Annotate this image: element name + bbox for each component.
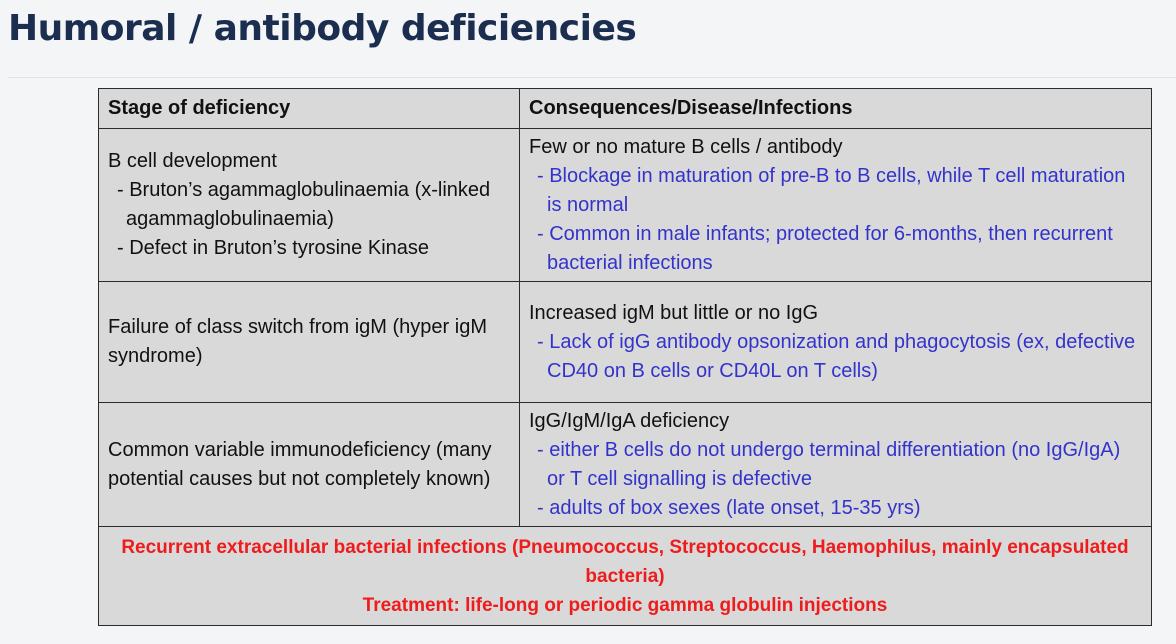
- stage-title: Failure of class switch from igM (hyper …: [108, 316, 487, 367]
- consequence-title: Few or no mature B cells / antibody: [529, 135, 843, 158]
- consequence-cell: Increased igM but little or no IgG - Lac…: [519, 281, 1152, 403]
- consequence-point: - Common in male infants; protected for …: [537, 222, 1113, 274]
- consequence-cell: Few or no mature B cells / antibody - Bl…: [519, 128, 1152, 282]
- stage-point: - Defect in Bruton’s tyrosine Kinase: [117, 237, 430, 259]
- consequence-point: - Lack of igG antibody opsonization and …: [537, 330, 1136, 382]
- table-header-row: Stage of deficiency Consequences/Disease…: [98, 88, 1152, 129]
- stage-title: B cell development: [108, 150, 277, 172]
- deficiency-table: Stage of deficiency Consequences/Disease…: [98, 88, 1152, 626]
- consequence-point: - either B cells do not undergo terminal…: [537, 438, 1121, 490]
- title-divider: [8, 77, 1176, 78]
- stage-title: Common variable immunodeficiency (many p…: [108, 438, 492, 490]
- stage-cell: Common variable immunodeficiency (many p…: [98, 402, 520, 527]
- footer-treatment: Treatment: life-long or periodic gamma g…: [362, 594, 888, 616]
- table-footer-row: Recurrent extracellular bacterial infect…: [98, 526, 1152, 626]
- consequence-title: Increased igM but little or no IgG: [529, 301, 819, 324]
- stage-point: - Bruton’s agammaglobulinaemia (x-linked…: [117, 179, 491, 230]
- footer-cell: Recurrent extracellular bacterial infect…: [98, 526, 1152, 626]
- page-title: Humoral / antibody deficiencies: [8, 8, 637, 49]
- stage-cell: B cell development - Bruton’s agammaglob…: [98, 128, 520, 282]
- table-row: Common variable immunodeficiency (many p…: [98, 402, 1152, 527]
- header-consequences: Consequences/Disease/Infections: [519, 88, 1152, 129]
- consequence-title: IgG/IgM/IgA deficiency: [529, 409, 730, 432]
- consequence-point: - Blockage in maturation of pre-B to B c…: [537, 164, 1126, 216]
- table-row: Failure of class switch from igM (hyper …: [98, 281, 1152, 403]
- footer-infections: Recurrent extracellular bacterial infect…: [121, 536, 1129, 587]
- consequence-point: - adults of box sexes (late onset, 15-35…: [537, 496, 921, 519]
- stage-cell: Failure of class switch from igM (hyper …: [98, 281, 520, 403]
- consequence-cell: IgG/IgM/IgA deficiency - either B cells …: [519, 402, 1152, 527]
- table-row: B cell development - Bruton’s agammaglob…: [98, 128, 1152, 282]
- header-stage: Stage of deficiency: [98, 88, 520, 129]
